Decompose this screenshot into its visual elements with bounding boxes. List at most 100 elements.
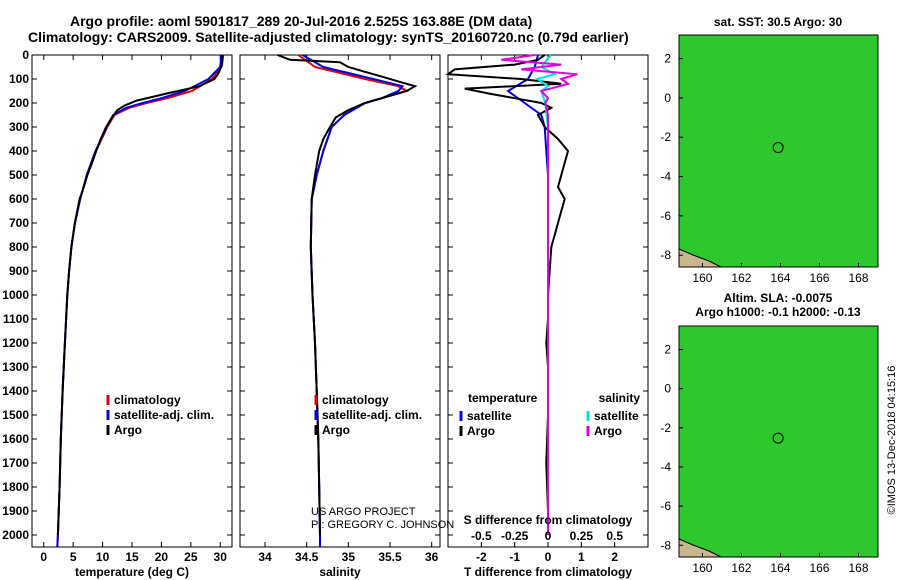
legend-entry: climatology xyxy=(322,393,389,407)
x-axis-label: salinity xyxy=(319,565,361,579)
argo-location-marker xyxy=(772,142,784,154)
depth-tick-label: 1500 xyxy=(2,408,29,422)
x-tick-label: 2 xyxy=(611,550,618,564)
x-tick-label: 34.5 xyxy=(295,550,319,564)
x-tick-label: 36 xyxy=(425,550,439,564)
series-line-temperature-argo xyxy=(445,54,570,535)
depth-tick-label: 1800 xyxy=(2,480,29,494)
depth-tick-label: 600 xyxy=(9,192,29,206)
map-sla-map xyxy=(678,325,879,558)
map-x-tick-label: 164 xyxy=(770,271,790,285)
legend-entry: Argo xyxy=(594,424,622,438)
map-y-tick-label: -6 xyxy=(660,499,671,513)
legend-header: salinity xyxy=(599,391,641,405)
profile-panel-difference-profile xyxy=(445,54,649,548)
x-tick-label: 10 xyxy=(96,550,110,564)
series-line-salinity-argo xyxy=(501,54,578,535)
x-axis-label: T difference from climatology xyxy=(464,565,632,579)
depth-tick-label: 500 xyxy=(9,168,29,182)
title-line1: Argo profile: aoml 5901817_289 20-Jul-20… xyxy=(70,13,533,29)
credit-imos: ©IMOS 13-Dec-2018 04:15:16 xyxy=(886,366,898,515)
x-tick-label: 35.5 xyxy=(378,550,402,564)
legend-entry: satellite xyxy=(594,409,639,423)
sla-map-title-1: Altim. SLA: -0.0075 xyxy=(724,291,833,305)
map-y-tick-label: -2 xyxy=(660,130,671,144)
credit-pi: PI: GREGORY C. JOHNSON xyxy=(311,519,454,531)
x-axis-label: temperature (deg C) xyxy=(75,565,189,579)
map-y-tick-label: 0 xyxy=(664,382,671,396)
map-sst-map xyxy=(678,34,879,268)
depth-tick-label: 1000 xyxy=(2,288,29,302)
legend-entry: satellite-adj. clim. xyxy=(114,408,214,422)
series-line-argo xyxy=(56,55,224,536)
map-x-tick-label: 160 xyxy=(692,271,712,285)
map-y-tick-label: -4 xyxy=(660,170,671,184)
depth-tick-label: 2000 xyxy=(2,528,29,542)
map-frame xyxy=(678,34,879,268)
x-axis-label-top: S difference from climatology xyxy=(464,513,633,527)
depth-tick-label: 400 xyxy=(9,144,29,158)
legend-entry: satellite-adj. clim. xyxy=(322,408,422,422)
map-x-tick-label: 162 xyxy=(731,271,751,285)
argo-location-marker xyxy=(772,432,784,444)
plot-frame xyxy=(239,54,441,548)
depth-tick-label: 1700 xyxy=(2,456,29,470)
depth-tick-label: 700 xyxy=(9,216,29,230)
legend-entry: Argo xyxy=(467,424,495,438)
x-tick-label-top: 0.5 xyxy=(606,529,623,543)
legend-entry: satellite xyxy=(467,409,512,423)
depth-tick-label: 1100 xyxy=(3,312,29,326)
profile-panel-salinity-profile xyxy=(239,54,441,548)
map-y-tick-label: 2 xyxy=(664,342,671,356)
legend-entry: Argo xyxy=(114,423,142,437)
depth-tick-label: 800 xyxy=(9,240,29,254)
x-tick-label-top: 0 xyxy=(545,529,552,543)
map-y-tick-label: 2 xyxy=(664,52,671,66)
map-y-tick-label: -8 xyxy=(660,538,671,552)
depth-tick-label: 100 xyxy=(9,72,29,86)
x-tick-label-top: 0.25 xyxy=(570,529,594,543)
map-y-tick-label: -2 xyxy=(660,421,671,435)
depth-tick-label: 900 xyxy=(9,264,29,278)
sla-map-title-2: Argo h1000: -0.1 h2000: -0.13 xyxy=(695,305,861,319)
depth-tick-label: 300 xyxy=(9,120,29,134)
map-background xyxy=(679,326,878,557)
x-tick-label: -1 xyxy=(509,550,520,564)
map-x-tick-label: 166 xyxy=(809,561,829,575)
map-y-tick-label: -4 xyxy=(660,460,671,474)
x-tick-label: 35 xyxy=(342,550,356,564)
x-tick-label: 34 xyxy=(258,550,272,564)
map-y-tick-label: -6 xyxy=(660,209,671,223)
x-tick-label: 25 xyxy=(184,550,198,564)
x-tick-label: 1 xyxy=(578,550,585,564)
map-y-tick-label: 0 xyxy=(664,91,671,105)
title-line2: Climatology: CARS2009. Satellite-adjuste… xyxy=(28,29,629,45)
legend-entry: Argo xyxy=(322,423,350,437)
x-tick-label: 0 xyxy=(545,550,552,564)
map-x-tick-label: 166 xyxy=(809,271,829,285)
x-tick-label: 15 xyxy=(125,550,139,564)
legend-entry: climatology xyxy=(114,393,181,407)
x-tick-label-top: -0.5 xyxy=(471,529,492,543)
depth-tick-label: 1900 xyxy=(2,504,29,518)
depth-tick-label: 200 xyxy=(9,96,29,110)
map-x-tick-label: 164 xyxy=(770,561,790,575)
depth-tick-label: 1200 xyxy=(2,336,29,350)
series-line-argo xyxy=(277,54,418,536)
map-x-tick-label: 168 xyxy=(848,561,868,575)
x-tick-label: 20 xyxy=(155,550,169,564)
credit-project: US ARGO PROJECT xyxy=(311,506,416,518)
profile-panel-temperature-profile xyxy=(31,54,233,548)
x-tick-label: 5 xyxy=(70,550,77,564)
map-x-tick-label: 168 xyxy=(848,271,868,285)
map-frame xyxy=(678,325,879,558)
depth-tick-label: 0 xyxy=(22,48,29,62)
depth-tick-label: 1400 xyxy=(2,384,29,398)
x-tick-label-top: -0.25 xyxy=(501,529,529,543)
x-tick-label: 0 xyxy=(40,550,47,564)
plot-frame xyxy=(31,54,233,548)
map-y-tick-label: -8 xyxy=(660,248,671,262)
x-tick-label: -2 xyxy=(476,550,487,564)
depth-tick-label: 1300 xyxy=(2,360,29,374)
